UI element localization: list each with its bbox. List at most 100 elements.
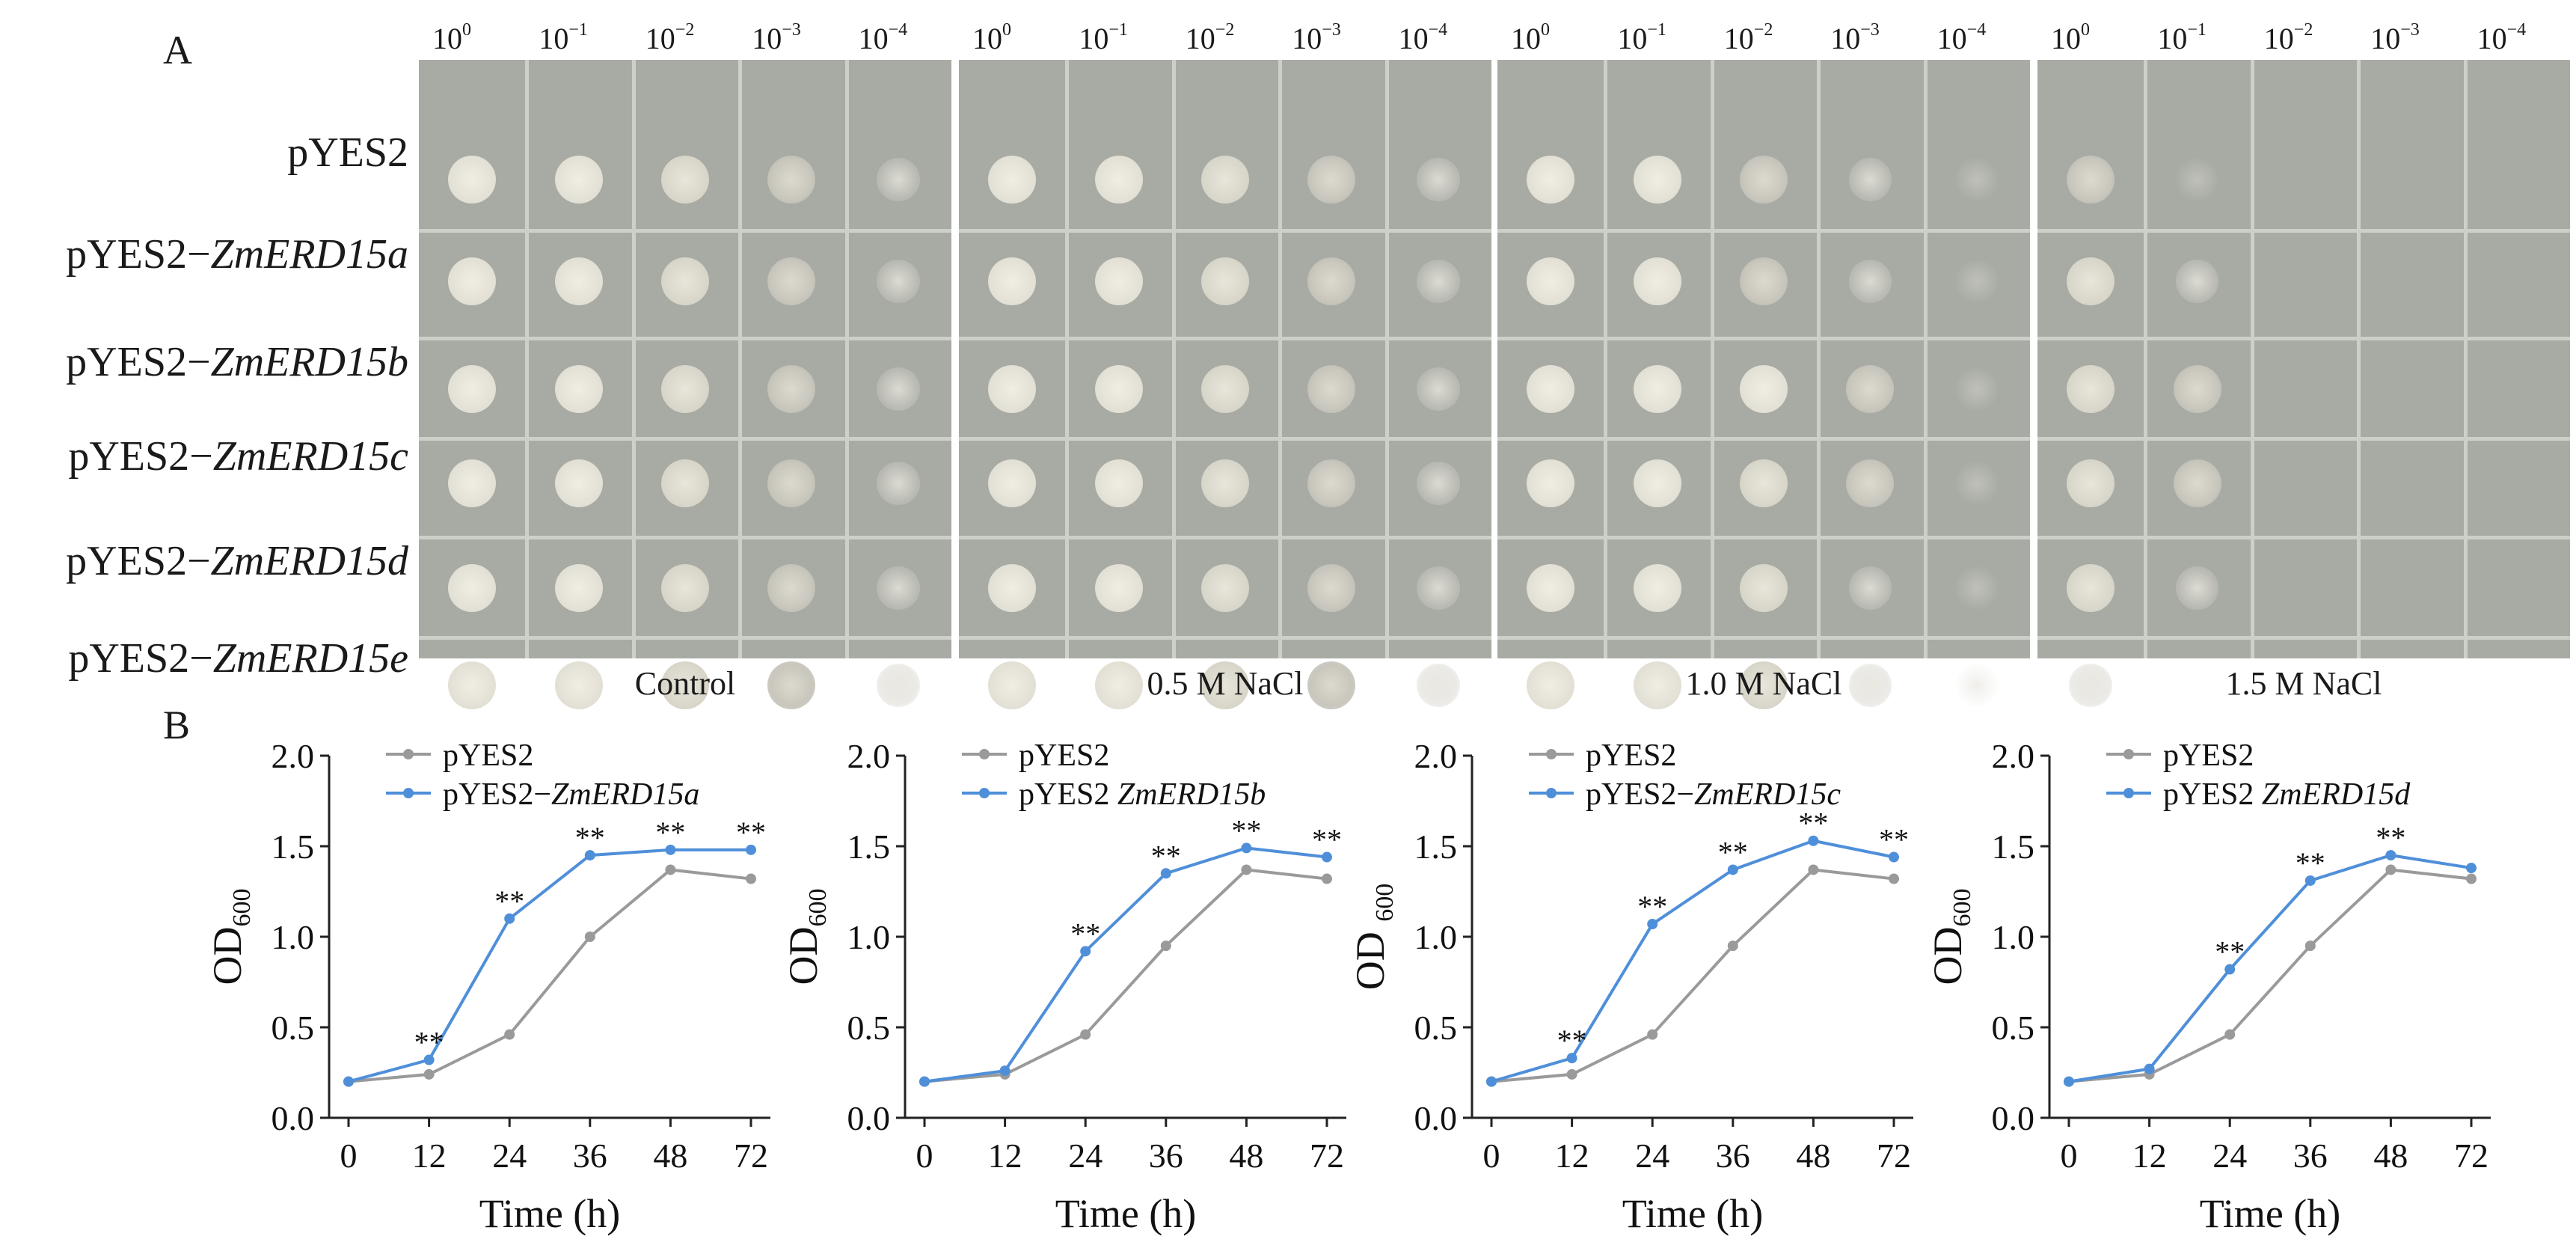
colony-spot <box>1307 661 1356 709</box>
grid-line <box>1497 437 2030 441</box>
colony-spot <box>988 365 1037 413</box>
data-point <box>2224 1029 2236 1040</box>
colony-spot <box>1201 156 1249 204</box>
dilution-base: 10 <box>2263 22 2294 55</box>
dilution-exponent: −4 <box>888 19 908 40</box>
colony-spot <box>1527 661 1575 709</box>
dilution-base: 10 <box>1185 22 1215 55</box>
y-tick-label: 1.5 <box>1992 828 2035 866</box>
legend-prefix: pYES2 <box>1019 777 1117 812</box>
significance-marker: ** <box>1557 1024 1587 1057</box>
y-axis-label: OD600 <box>1925 889 1976 985</box>
dilution-exponent: −1 <box>1647 19 1666 40</box>
data-point <box>1241 842 1252 854</box>
x-tick-label: 36 <box>573 1137 607 1175</box>
series-line <box>1491 868 1895 1083</box>
significance-marker: ** <box>494 884 524 918</box>
data-point <box>504 913 515 924</box>
x-tick-label: 0 <box>1483 1137 1500 1175</box>
x-axis-label: Time (h) <box>1622 1191 1764 1236</box>
dilution-base: 10 <box>2370 22 2401 55</box>
colony-spot <box>1633 564 1681 612</box>
colony-spot <box>877 566 920 610</box>
grid-line <box>2144 60 2148 658</box>
y-axis-label-subscript: 600 <box>1371 884 1399 922</box>
x-tick-label: 72 <box>1310 1137 1344 1175</box>
grid-line <box>1923 60 1928 658</box>
agar-plate <box>419 60 951 709</box>
legend-label: pYES2 <box>1019 738 1109 773</box>
grid-line <box>525 60 530 658</box>
data-point <box>584 850 595 861</box>
data-point <box>1241 864 1252 875</box>
colony-spot <box>1633 661 1681 709</box>
strain-gene: ZmERD15b <box>210 339 408 385</box>
dilution-label: 10−1 <box>539 20 588 56</box>
x-tick-label: 24 <box>1635 1137 1669 1175</box>
colony-spot <box>1740 156 1788 204</box>
colony-spot <box>554 156 603 204</box>
x-tick-label: 24 <box>2212 1137 2247 1175</box>
legend-prefix: pYES2− <box>1586 777 1694 812</box>
dilution-label: 100 <box>972 20 1011 56</box>
y-axis-label-subscript: 600 <box>804 889 832 927</box>
x-tick-label: 36 <box>1149 1137 1183 1175</box>
grid-line <box>1497 337 2030 340</box>
legend-prefix: pYES2 <box>1019 738 1109 773</box>
colony-spot <box>661 257 709 305</box>
grid-line <box>2037 536 2570 539</box>
colony-spot <box>767 257 816 305</box>
significance-marker: ** <box>655 816 685 849</box>
colony-spot <box>1417 566 1460 610</box>
dilution-exponent: −4 <box>1428 19 1448 40</box>
data-point <box>584 932 595 942</box>
y-tick-label: 0.0 <box>1414 1099 1458 1137</box>
dilution-base: 10 <box>539 22 569 55</box>
legend-marker <box>1546 788 1557 798</box>
dilution-exponent: −3 <box>1322 19 1341 40</box>
colony-spot <box>1740 564 1788 612</box>
significance-marker: ** <box>575 821 605 854</box>
strain-label: pYES2 <box>287 129 408 177</box>
series-line <box>2068 854 2472 1083</box>
data-point <box>1727 940 1738 952</box>
legend-marker <box>403 788 414 798</box>
dilution-base: 10 <box>1617 22 1648 55</box>
legend-marker <box>2123 749 2134 759</box>
y-axis-label: OD600 <box>781 889 832 985</box>
colony-spot <box>448 257 497 305</box>
dilution-label: 10−3 <box>2370 20 2420 56</box>
x-tick-label: 12 <box>1555 1137 1589 1175</box>
dilution-base: 10 <box>645 22 675 55</box>
dilution-exponent: −4 <box>1966 19 1987 40</box>
data-point <box>2385 850 2396 861</box>
colony-spot <box>1848 664 1892 707</box>
strain-label: pYES2−ZmERD15a <box>66 230 408 278</box>
colony-spot <box>1633 365 1681 413</box>
colony-spot <box>2173 459 2221 507</box>
data-point <box>1808 864 1819 875</box>
data-point <box>343 1076 354 1087</box>
colony-spot <box>1307 564 1356 612</box>
grid-line <box>1065 60 1070 658</box>
dilution-base: 10 <box>1398 22 1429 55</box>
dilution-label: 10−3 <box>1830 20 1880 56</box>
dilution-exponent: −1 <box>2187 19 2207 40</box>
legend-prefix: pYES2 <box>1586 738 1676 773</box>
colony-spot <box>1527 156 1575 204</box>
colony-spot <box>554 661 603 709</box>
dilution-base: 10 <box>752 22 782 55</box>
y-tick-label: 1.0 <box>1992 918 2035 956</box>
significance-marker: ** <box>2296 846 2325 880</box>
colony-spot <box>1527 459 1575 507</box>
data-point <box>1647 1029 1658 1040</box>
grid-line <box>1497 636 2030 640</box>
colony-spot <box>1848 158 1892 201</box>
colony-spot <box>767 661 816 709</box>
colony-spot <box>1201 459 1249 507</box>
dilution-exponent: −2 <box>1753 19 1773 40</box>
grid-line <box>2037 437 2570 441</box>
grid-line <box>2250 60 2254 658</box>
colony-spot <box>1094 564 1143 612</box>
